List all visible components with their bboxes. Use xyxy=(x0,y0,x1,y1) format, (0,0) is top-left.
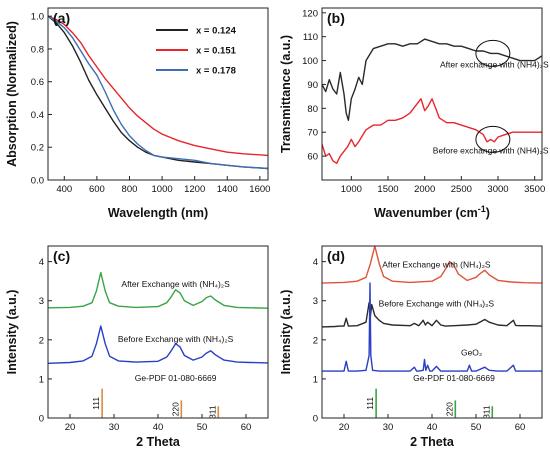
y-tick-label: 3 xyxy=(39,296,44,307)
series-line-2 xyxy=(48,15,268,157)
series-line-3 xyxy=(48,15,268,170)
x-axis-label: Wavenumber (cm-1) xyxy=(374,204,490,220)
annotation: Ge-PDF 01-080-6669 xyxy=(413,373,495,383)
y-tick-label: 3 xyxy=(313,296,318,307)
annotation: GeO₂ xyxy=(461,347,482,357)
y-axis-label: Intensity (a.u.) xyxy=(279,290,293,375)
series-line-3 xyxy=(322,282,542,372)
x-tick-label: 1200 xyxy=(184,184,205,195)
x-tick-label: 1500 xyxy=(377,184,398,195)
x-tick-label: 1600 xyxy=(249,184,270,195)
x-tick-label: 40 xyxy=(427,422,438,433)
y-tick-label: 70 xyxy=(307,128,318,139)
x-tick-label: 30 xyxy=(109,422,120,433)
x-tick-label: 1400 xyxy=(217,184,238,195)
panel-a: 400 600 800 1000 1200 1400 1600 0.0 0.2 0.4 0.6 0.8… xyxy=(5,7,270,220)
x-tick-label: 50 xyxy=(197,422,208,433)
series-line-2 xyxy=(322,98,542,164)
y-tick-label: 2 xyxy=(313,335,318,346)
x-axis-label: 2 Theta xyxy=(410,435,455,449)
highlight-circle xyxy=(475,125,511,153)
x-axis-label: Wavelength (nm) xyxy=(108,206,208,220)
series-line-1 xyxy=(48,271,268,309)
y-tick-label: 4 xyxy=(313,257,318,268)
plot-frame xyxy=(47,245,269,419)
panel-label: (b) xyxy=(327,10,345,26)
legend-entry: x = 0.124 xyxy=(196,26,237,37)
y-tick-label: 120 xyxy=(302,8,318,19)
y-tick-label: 1 xyxy=(39,374,44,385)
y-tick-label: 80 xyxy=(307,104,318,115)
x-tick-label: 1000 xyxy=(341,184,362,195)
y-axis-label: Transmittance (a.u.) xyxy=(279,35,293,153)
series-line-1 xyxy=(322,246,542,284)
x-tick-label: 20 xyxy=(65,422,76,433)
annotation: Before Exchange with (NH₄)₂S xyxy=(379,299,495,309)
x-axis-label: 2 Theta xyxy=(136,435,181,449)
annotation: After exchange with (NH4)₂S xyxy=(440,60,549,70)
x-tick-label: 800 xyxy=(122,184,138,195)
peak-label: 311 xyxy=(481,405,491,419)
legend-entry: x = 0.178 xyxy=(196,66,236,77)
y-tick-label: 2 xyxy=(39,335,44,346)
y-tick-label: 1 xyxy=(313,374,318,385)
x-tick-label: 3000 xyxy=(487,184,508,195)
y-tick-label: 0.4 xyxy=(31,110,44,121)
highlight-circle xyxy=(475,39,511,67)
y-axis-label: Intensity (a.u.) xyxy=(5,290,19,375)
annotation: After Exchange with (NH₄)₂S xyxy=(121,279,230,289)
y-tick-label: 4 xyxy=(39,257,44,268)
y-tick-label: 90 xyxy=(307,80,318,91)
annotation: Before exchange with (NH4)₂S xyxy=(433,146,549,156)
annotation: After Exchange with (NH₄)₂S xyxy=(382,260,491,270)
plot-frame xyxy=(321,245,543,419)
peak-label: 311 xyxy=(207,405,217,419)
x-tick-label: 20 xyxy=(339,422,350,433)
y-tick-label: 110 xyxy=(303,32,318,43)
y-tick-label: 60 xyxy=(307,152,318,163)
x-tick-label: 600 xyxy=(89,184,105,195)
series-line-2 xyxy=(322,302,542,328)
annotation: Ge-PDF 01-080-6669 xyxy=(135,373,217,383)
x-tick-label: 40 xyxy=(153,422,164,433)
peak-label: 220 xyxy=(170,402,180,416)
y-tick-label: 100 xyxy=(302,56,318,67)
legend-entry: x = 0.151 xyxy=(196,46,237,57)
series-line-2 xyxy=(48,325,268,364)
peak-label: 111 xyxy=(91,397,101,410)
panel-c: 111 220 311 20 30 40 50 60 0 1 2 3 4 (c) Intensity (a.… xyxy=(5,245,269,449)
series-line-1 xyxy=(48,15,268,170)
y-tick-label: 0.2 xyxy=(31,143,44,154)
x-tick-label: 3500 xyxy=(524,184,545,195)
y-tick-label: 0.6 xyxy=(31,77,44,88)
panel-label: (d) xyxy=(327,248,345,264)
y-tick-label: 0.8 xyxy=(31,44,44,55)
x-tick-label: 2500 xyxy=(451,184,472,195)
peak-label: 220 xyxy=(444,402,454,416)
x-tick-label: 1000 xyxy=(152,184,173,195)
y-tick-label: 0 xyxy=(313,414,318,425)
y-tick-label: 1.0 xyxy=(31,12,44,23)
y-axis-label: Absorption (Normalized) xyxy=(5,21,19,167)
y-tick-label: 0 xyxy=(39,414,44,425)
series-line-1 xyxy=(322,38,542,121)
panel-label: (c) xyxy=(53,248,70,264)
panel-b: 1000 1500 2000 2500 3000 3500 60 70 80 90 100 110 12… xyxy=(279,7,549,220)
x-tick-label: 400 xyxy=(56,184,72,195)
x-tick-label: 2000 xyxy=(414,184,435,195)
panel-d: 111 220 311 20 30 40 50 60 0 1 2 3 4 (d) Intensity (a.… xyxy=(279,245,543,449)
annotation: Before Exchange with (NH₄)₂S xyxy=(118,334,234,344)
y-tick-label: 0.0 xyxy=(31,176,44,187)
x-tick-label: 60 xyxy=(515,422,526,433)
panel-label: (a) xyxy=(53,10,70,26)
x-tick-label: 50 xyxy=(471,422,482,433)
x-tick-label: 30 xyxy=(383,422,394,433)
plot-frame xyxy=(321,7,543,181)
x-tick-label: 60 xyxy=(241,422,252,433)
plot-frame xyxy=(47,7,269,181)
peak-label: 111 xyxy=(365,397,375,410)
